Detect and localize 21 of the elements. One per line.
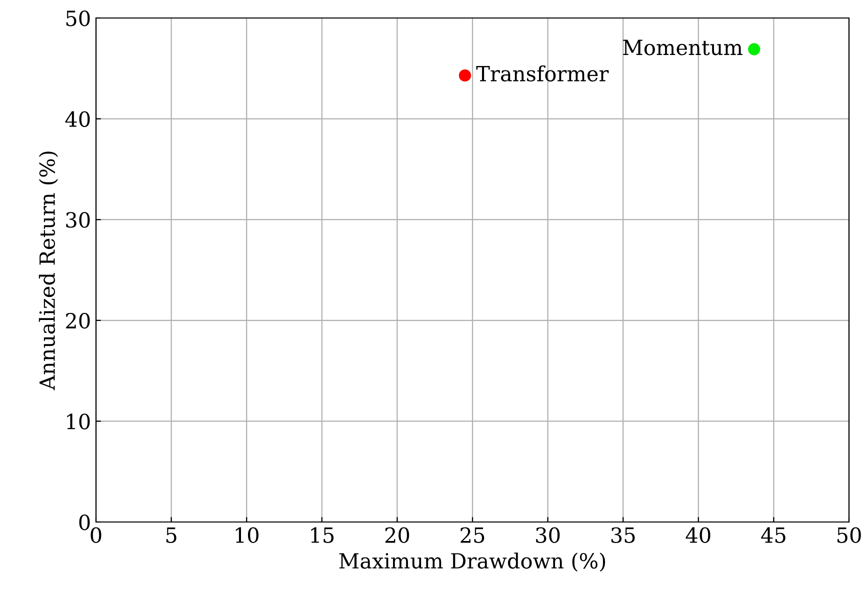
y-tick-label: 20 — [66, 312, 90, 329]
x-tick-label: 50 — [838, 527, 861, 543]
x-tick-label: 15 — [311, 527, 334, 543]
x-tick-label: 20 — [385, 527, 410, 543]
x-tick-label: 0 — [90, 527, 102, 543]
x-axis-title: Maximum Drawdown (%) — [339, 552, 606, 572]
y-tick-label: 40 — [65, 111, 90, 128]
series-label: Momentum — [623, 40, 742, 56]
y-tick-label: 10 — [67, 414, 90, 430]
x-tick-label: 25 — [460, 527, 484, 543]
x-tick-label: 10 — [236, 527, 258, 543]
x-tick-label: 35 — [611, 527, 635, 543]
x-tick-label: 30 — [536, 527, 560, 543]
y-tick-label: 0 — [79, 514, 90, 530]
x-tick-label: 5 — [166, 528, 176, 543]
series-label: Transformer — [476, 65, 609, 82]
y-axis-title: Annualized Return (%) — [38, 152, 58, 390]
y-tick-label: 30 — [66, 212, 90, 228]
x-tick-label: 45 — [761, 527, 786, 543]
x-tick-label: 40 — [686, 527, 710, 543]
y-tick-label: 50 — [66, 10, 90, 26]
